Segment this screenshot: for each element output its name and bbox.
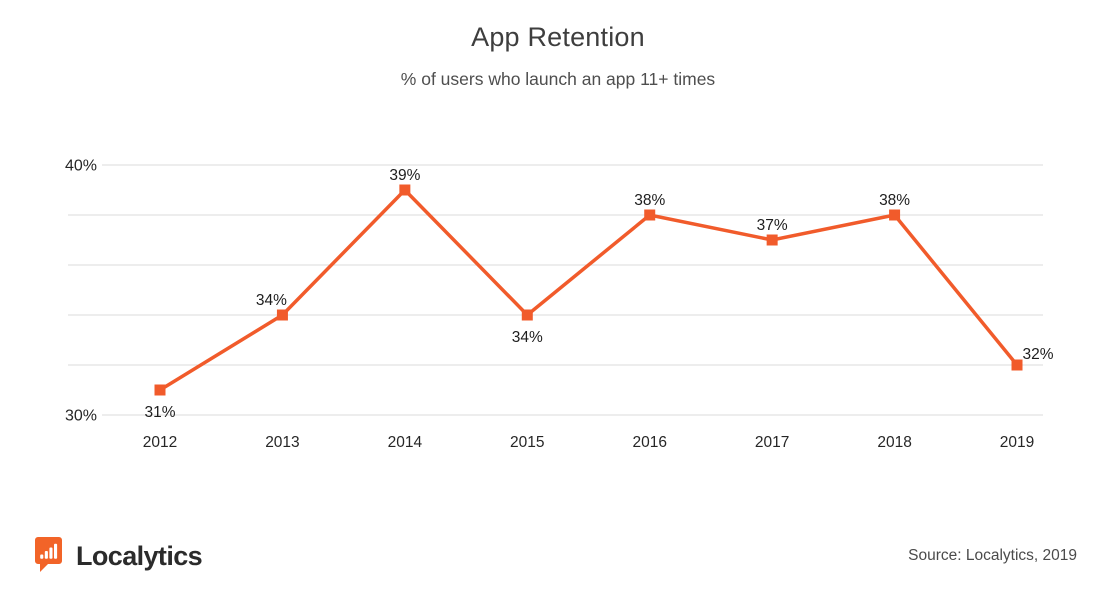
data-point-marker [766,234,778,246]
x-axis-tick-label: 2019 [1000,434,1034,451]
x-axis-tick-label: 2012 [143,434,177,451]
data-point-label: 37% [757,217,788,234]
data-point-label: 38% [634,192,665,209]
data-point-label: 32% [1022,346,1053,363]
footer: Localytics Source: Localytics, 2019 [35,533,1077,579]
source-attribution: Source: Localytics, 2019 [908,547,1077,564]
y-axis-tick-label: 40% [65,158,97,175]
data-point-label: 38% [879,192,910,209]
data-point-label: 31% [144,404,175,421]
data-point-label: 34% [512,329,543,346]
chart-header: App Retention % of users who launch an a… [0,0,1116,90]
data-point-marker [154,384,166,396]
x-axis-tick-label: 2013 [265,434,299,451]
data-point-marker [1011,359,1023,371]
x-axis-tick-label: 2015 [510,434,544,451]
x-axis-tick-label: 2014 [388,434,423,451]
data-point-label: 34% [256,292,287,309]
page-title: App Retention [471,22,645,52]
x-axis-tick-label: 2016 [632,434,666,451]
data-point-marker [644,209,656,221]
data-point-marker [399,184,411,196]
x-axis-tick-label: 2018 [877,434,911,451]
logo-wordmark: Localytics [76,540,203,571]
retention-line [159,187,1019,392]
x-axis-tick-label: 2017 [755,434,789,451]
data-point-marker [276,309,288,321]
data-point-label: 39% [389,167,420,184]
page-subtitle: % of users who launch an app 11+ times [400,69,716,89]
y-axis-tick-label: 30% [65,408,97,425]
bar-chart-speech-bubble-icon [35,537,62,572]
localytics-logo: Localytics [35,537,203,575]
data-point-marker [889,209,901,221]
data-point-marker [521,309,533,321]
